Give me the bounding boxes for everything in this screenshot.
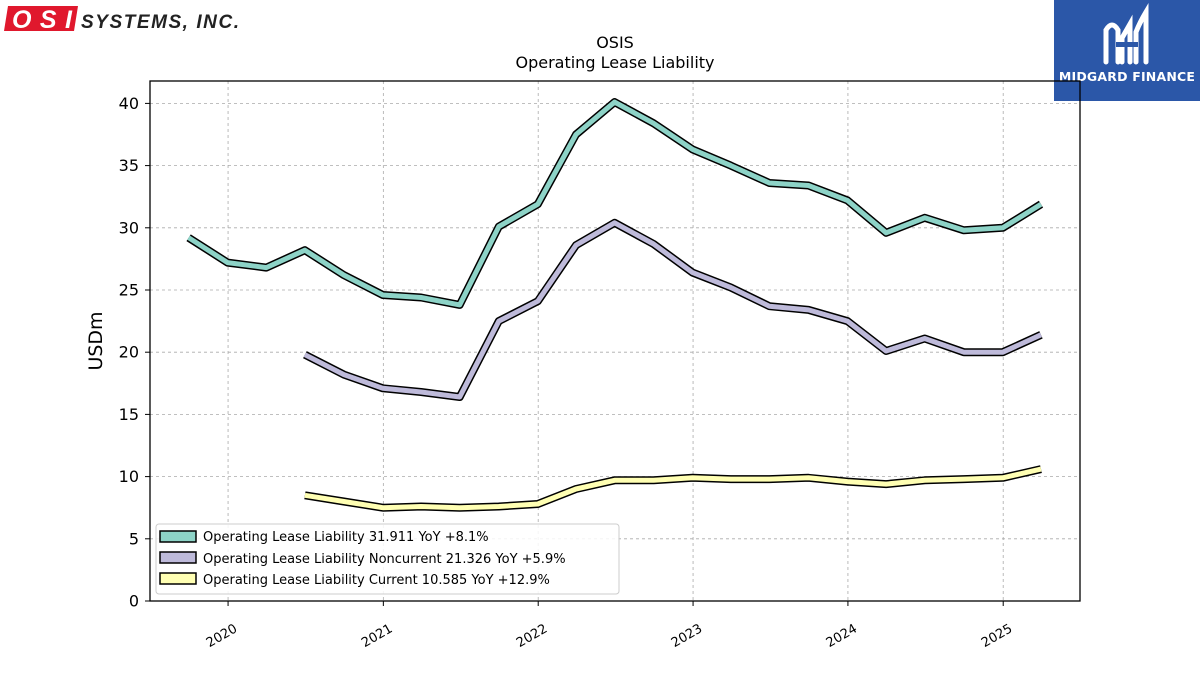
y-tick-label: 10	[119, 467, 139, 486]
osi-logo-graphic: OSI SYSTEMS, INC.	[4, 6, 239, 34]
midgard-finance-logo: MIDGARD FINANCE	[1054, 0, 1200, 101]
legend-label-total: Operating Lease Liability 31.911 YoY +8.…	[203, 530, 489, 545]
chart-title: OSIS	[596, 33, 634, 52]
legend-box	[155, 523, 620, 595]
y-tick-label: 20	[119, 343, 139, 362]
legend-swatch-total	[159, 530, 197, 543]
series-line-1	[303, 220, 1043, 400]
y-tick-label: 40	[119, 94, 139, 113]
series-outline-1	[303, 218, 1043, 401]
plot-frame	[149, 80, 1081, 602]
x-tick-label: 2020	[204, 621, 240, 651]
x-tick-label: 2021	[359, 621, 395, 651]
y-tick-label: 35	[119, 156, 139, 175]
x-tick-label: 2024	[824, 621, 860, 651]
y-tick-label: 0	[129, 592, 139, 611]
y-tick-label: 30	[119, 218, 139, 237]
legend-swatch-current	[159, 572, 197, 585]
x-axis-ticks: 2020 2021 2022 2023 2024 2025	[204, 601, 1015, 651]
osi-logo-wordmark: SYSTEMS, INC.	[81, 12, 239, 33]
osi-systems-logo: OSI SYSTEMS, INC.	[4, 4, 240, 34]
x-tick-label: 2025	[979, 621, 1015, 651]
series-lines	[186, 98, 1044, 512]
legend-swatch-noncurrent	[159, 551, 197, 564]
y-axis-ticks: 0 5 10 15 20 25 30 35 40	[119, 94, 150, 611]
legend: Operating Lease Liability 31.911 YoY +8.…	[155, 523, 620, 595]
series-line-2	[304, 466, 1042, 511]
x-tick-label: 2022	[514, 621, 550, 651]
osi-logo-red-block	[4, 6, 78, 31]
series-outline-2	[304, 465, 1042, 512]
series-outline-0	[186, 98, 1044, 309]
legend-label-noncurrent: Operating Lease Liability Noncurrent 21.…	[203, 552, 566, 567]
series-line-0	[187, 99, 1043, 308]
chart-subtitle: Operating Lease Liability	[515, 53, 714, 72]
midgard-finance-name: MIDGARD FINANCE	[1058, 69, 1196, 84]
y-tick-label: 15	[119, 405, 139, 424]
legend-label-current: Operating Lease Liability Current 10.585…	[203, 573, 550, 588]
y-tick-label: 5	[129, 529, 139, 548]
midgard-finance-emblem	[1103, 2, 1149, 65]
y-tick-label: 25	[119, 280, 139, 299]
x-tick-label: 2023	[669, 621, 705, 651]
y-axis-label: USDm	[85, 311, 107, 370]
